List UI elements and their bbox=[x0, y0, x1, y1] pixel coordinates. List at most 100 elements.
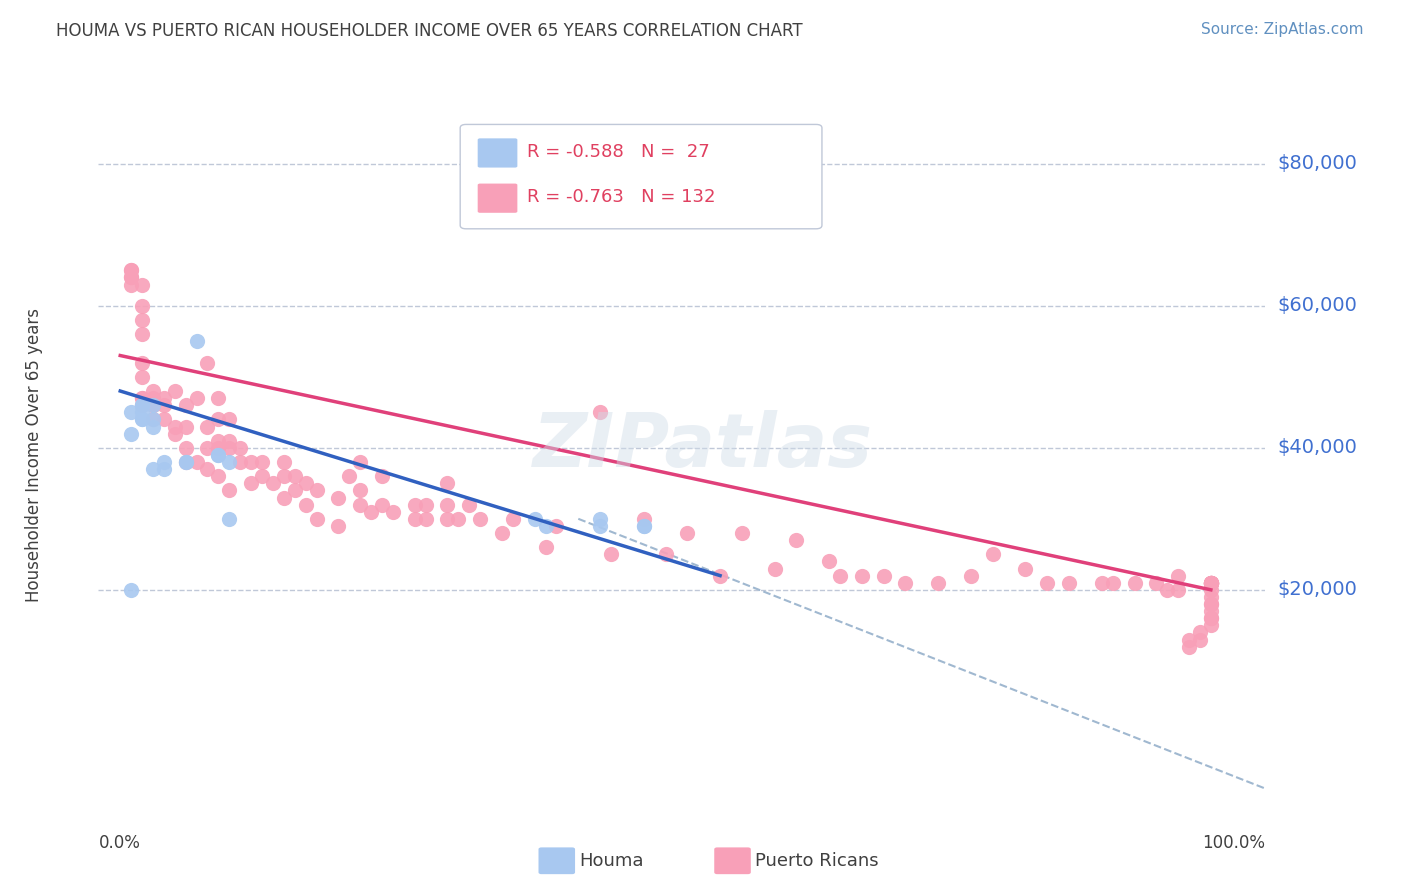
Point bbox=[153, 391, 176, 405]
Point bbox=[436, 476, 458, 491]
Point bbox=[207, 391, 229, 405]
Point bbox=[273, 491, 295, 505]
Point bbox=[1199, 590, 1222, 604]
Point bbox=[458, 498, 481, 512]
Point bbox=[1199, 597, 1222, 611]
Text: HOUMA VS PUERTO RICAN HOUSEHOLDER INCOME OVER 65 YEARS CORRELATION CHART: HOUMA VS PUERTO RICAN HOUSEHOLDER INCOME… bbox=[56, 22, 803, 40]
Point bbox=[1167, 582, 1189, 597]
Point bbox=[1188, 625, 1211, 640]
Point bbox=[1199, 611, 1222, 625]
Point bbox=[1199, 611, 1222, 625]
Point bbox=[1199, 575, 1222, 590]
Point bbox=[360, 505, 382, 519]
Point bbox=[328, 519, 350, 533]
Text: Householder Income Over 65 years: Householder Income Over 65 years bbox=[25, 308, 44, 602]
Point bbox=[131, 398, 153, 412]
Point bbox=[534, 540, 557, 554]
Point bbox=[131, 277, 153, 292]
Point bbox=[1199, 575, 1222, 590]
Point bbox=[163, 384, 186, 398]
Point bbox=[186, 391, 208, 405]
Point bbox=[1123, 575, 1146, 590]
Point bbox=[218, 455, 240, 469]
Point bbox=[1199, 618, 1222, 632]
Point bbox=[1199, 582, 1222, 597]
Point bbox=[142, 391, 165, 405]
Point bbox=[371, 498, 394, 512]
Point bbox=[1014, 561, 1036, 575]
Point bbox=[218, 434, 240, 448]
Point bbox=[120, 405, 142, 419]
Point bbox=[174, 441, 197, 455]
Point bbox=[1199, 575, 1222, 590]
Point bbox=[294, 498, 316, 512]
FancyBboxPatch shape bbox=[478, 184, 517, 213]
Point bbox=[633, 519, 655, 533]
Point bbox=[447, 512, 470, 526]
Point bbox=[120, 270, 142, 285]
Point bbox=[174, 398, 197, 412]
Point bbox=[250, 469, 273, 483]
Point bbox=[828, 568, 851, 582]
Point bbox=[1199, 575, 1222, 590]
Point bbox=[1091, 575, 1114, 590]
Point bbox=[676, 526, 699, 541]
Point bbox=[731, 526, 754, 541]
Point bbox=[240, 476, 263, 491]
Point bbox=[229, 441, 252, 455]
Point bbox=[120, 277, 142, 292]
Point bbox=[894, 575, 917, 590]
Point bbox=[120, 263, 142, 277]
Text: R = -0.588   N =  27: R = -0.588 N = 27 bbox=[527, 144, 710, 161]
Point bbox=[589, 405, 612, 419]
Point bbox=[404, 512, 426, 526]
Point bbox=[131, 391, 153, 405]
Point bbox=[131, 299, 153, 313]
Point bbox=[1057, 575, 1080, 590]
Point bbox=[349, 498, 371, 512]
Point bbox=[633, 512, 655, 526]
Point bbox=[337, 469, 360, 483]
Point bbox=[468, 512, 491, 526]
Point bbox=[589, 519, 612, 533]
Point bbox=[131, 327, 153, 342]
Text: Source: ZipAtlas.com: Source: ZipAtlas.com bbox=[1201, 22, 1364, 37]
Point bbox=[534, 519, 557, 533]
Point bbox=[186, 455, 208, 469]
Point bbox=[131, 356, 153, 370]
Point bbox=[142, 398, 165, 412]
Point bbox=[1188, 632, 1211, 647]
Point bbox=[153, 398, 176, 412]
Text: Puerto Ricans: Puerto Ricans bbox=[755, 852, 879, 870]
Point bbox=[349, 483, 371, 498]
Point bbox=[371, 469, 394, 483]
Point bbox=[186, 334, 208, 349]
Point bbox=[546, 519, 568, 533]
Point bbox=[415, 512, 437, 526]
Point bbox=[218, 441, 240, 455]
Point bbox=[502, 512, 524, 526]
Point bbox=[873, 568, 896, 582]
Point bbox=[197, 419, 219, 434]
Point bbox=[218, 412, 240, 426]
Point bbox=[142, 398, 165, 412]
Point bbox=[120, 263, 142, 277]
Point bbox=[1144, 575, 1167, 590]
Text: $40,000: $40,000 bbox=[1277, 438, 1357, 458]
Point bbox=[131, 391, 153, 405]
Point bbox=[207, 448, 229, 462]
Point bbox=[436, 512, 458, 526]
Point bbox=[1199, 575, 1222, 590]
Point bbox=[523, 512, 546, 526]
Point bbox=[927, 575, 949, 590]
Point bbox=[1156, 582, 1178, 597]
Point bbox=[240, 455, 263, 469]
Point bbox=[763, 561, 786, 575]
Point bbox=[349, 455, 371, 469]
Point bbox=[785, 533, 807, 548]
Point bbox=[250, 455, 273, 469]
Point bbox=[120, 270, 142, 285]
Point bbox=[131, 369, 153, 384]
Text: $20,000: $20,000 bbox=[1277, 581, 1357, 599]
Point bbox=[273, 455, 295, 469]
